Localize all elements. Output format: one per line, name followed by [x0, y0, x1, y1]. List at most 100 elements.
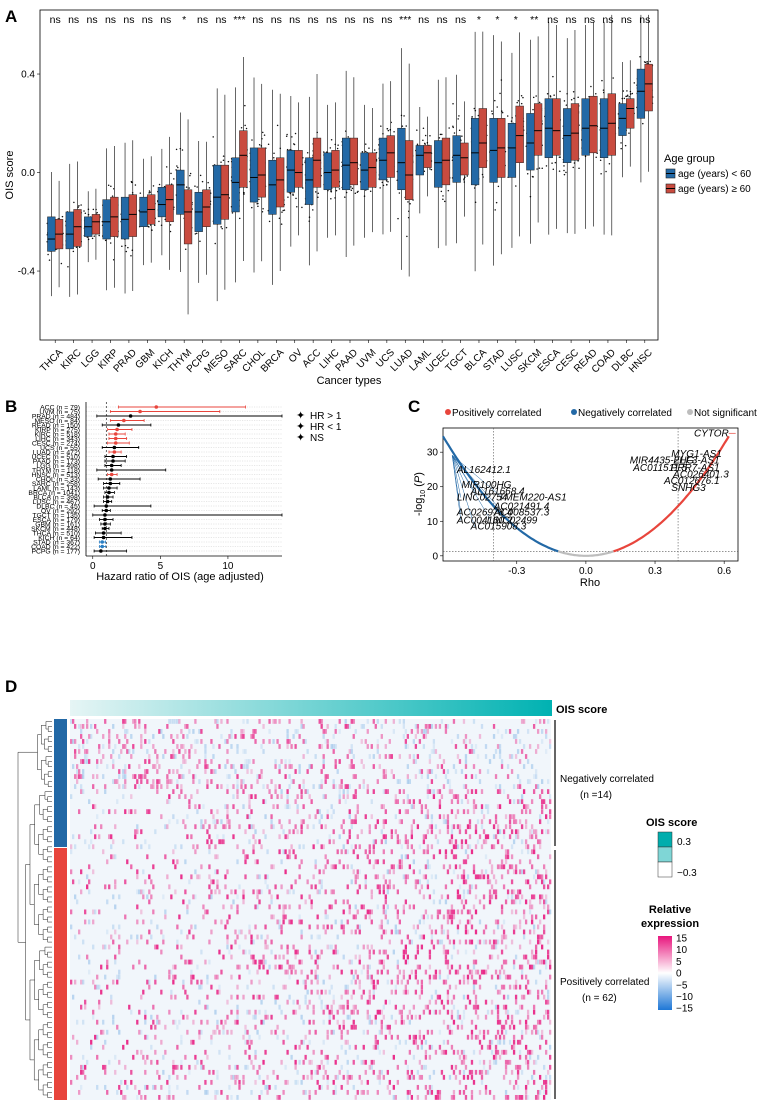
heatmap-cell [110, 844, 113, 850]
heatmap-cell [440, 764, 444, 769]
box-point [244, 104, 246, 107]
heatmap-cell [82, 939, 85, 945]
heatmap-cell [230, 904, 233, 910]
heatmap-cell [422, 834, 426, 840]
heatmap-cell [230, 729, 233, 734]
heatmap-cell [510, 844, 514, 850]
box-body [644, 63, 653, 112]
heatmap-cell [444, 949, 448, 955]
heatmap-cell [430, 814, 434, 820]
heatmap-cell [436, 914, 440, 920]
heatmap-cell [142, 869, 145, 875]
box-point [452, 103, 454, 105]
heatmap-cell [530, 949, 534, 955]
heatmap-cell [476, 969, 480, 975]
heatmap-cell [342, 794, 345, 800]
heatmap-cell [458, 939, 462, 945]
heatmap-cell [218, 949, 221, 955]
box-body [636, 68, 646, 119]
heatmap-cell [282, 909, 285, 915]
heatmap-cell [494, 834, 498, 840]
heatmap-cell [244, 784, 247, 789]
heatmap-cell [314, 969, 317, 975]
heatmap-cell [468, 739, 472, 744]
heatmap-cell [544, 874, 548, 880]
heatmap-cell [296, 804, 299, 810]
heatmap-cell [334, 729, 337, 734]
box-point [149, 191, 151, 193]
heatmap-cell [540, 934, 544, 940]
heatmap-cell [528, 899, 532, 905]
heatmap-cell [408, 799, 411, 805]
heatmap-cell [406, 799, 409, 805]
heatmap-cell [228, 819, 231, 825]
heatmap-cell [122, 839, 125, 845]
heatmap-cell [364, 814, 367, 820]
heatmap-cell [296, 949, 299, 955]
heatmap-cell [334, 724, 337, 729]
heatmap-cell [272, 804, 275, 810]
heatmap-cell [178, 774, 181, 779]
box-point [201, 180, 204, 183]
heatmap-cell [540, 829, 544, 835]
heatmap-cell [230, 744, 233, 749]
heatmap-cell [458, 964, 462, 970]
heatmap-cell [248, 969, 251, 975]
heatmap-cell [314, 959, 317, 965]
heatmap-cell [300, 724, 303, 729]
heatmap-cell [506, 854, 510, 860]
box-body [570, 103, 580, 161]
heatmap-cell [104, 884, 107, 890]
panel-c-gene-labels: CYTORMYG1-AS1MIR4435-2HGELF3-AS1AC011511… [456, 428, 729, 532]
box-point [296, 206, 298, 208]
significance-label: ns [289, 14, 300, 26]
heatmap-cell [140, 889, 143, 895]
heatmap-cell [528, 829, 532, 835]
heatmap-cell [154, 944, 157, 950]
box-point [212, 136, 214, 138]
heatmap-cell [294, 854, 297, 860]
heatmap-cell [266, 969, 269, 975]
heatmap-cell [300, 794, 303, 800]
heatmap-cell [242, 849, 245, 855]
heatmap-cell [224, 824, 227, 830]
box-point [295, 197, 297, 200]
heatmap-cell [260, 959, 263, 965]
heatmap-cell [532, 929, 536, 935]
heatmap-cell [258, 874, 261, 880]
heatmap-cell [314, 884, 317, 890]
heatmap-cell [514, 894, 518, 900]
heatmap-cell [464, 829, 468, 835]
hr-point [101, 535, 106, 540]
heatmap-cell [372, 754, 375, 759]
heatmap-cell [402, 969, 405, 975]
heatmap-cell [380, 829, 383, 835]
heatmap-cell [514, 924, 518, 930]
heatmap-cell [494, 879, 498, 885]
heatmap-cell [194, 824, 197, 830]
heatmap-cell [528, 904, 532, 910]
heatmap-cell [210, 889, 213, 895]
heatmap-cell [512, 929, 516, 935]
heatmap-cell [354, 879, 357, 885]
heatmap-cell [262, 964, 265, 970]
heatmap-cell [464, 949, 468, 955]
hr-point [116, 423, 121, 427]
heatmap-cell [254, 729, 257, 734]
panel-label-c: C [408, 397, 420, 416]
box-point [357, 190, 359, 193]
heatmap-cell [284, 804, 287, 810]
heatmap-cell [284, 764, 287, 769]
heatmap-cell [92, 804, 95, 810]
heatmap-cell [152, 864, 155, 870]
heatmap-cell [302, 754, 305, 759]
heatmap-cell [456, 929, 460, 935]
heatmap-cell [192, 844, 195, 850]
heatmap-cell [168, 799, 171, 805]
heatmap-cell [92, 869, 95, 875]
significance-label: ns [105, 14, 116, 26]
heatmap-cell [406, 844, 409, 850]
heatmap-cell [124, 784, 127, 789]
heatmap-cell [384, 809, 387, 815]
heatmap-cell [412, 804, 416, 810]
